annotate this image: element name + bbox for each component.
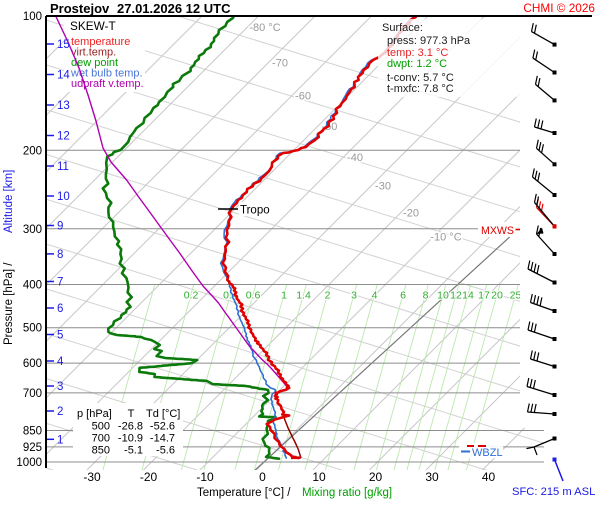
svg-text:Prostejov: Prostejov — [50, 1, 110, 16]
svg-text:13: 13 — [57, 100, 70, 112]
svg-text:-52.6: -52.6 — [150, 421, 175, 433]
svg-text:wet bulb temp.: wet bulb temp. — [70, 68, 143, 80]
svg-text:200: 200 — [23, 145, 42, 157]
svg-text:6: 6 — [57, 303, 63, 315]
svg-text:dew point: dew point — [71, 57, 118, 69]
svg-text:10: 10 — [312, 470, 326, 484]
svg-text:-5.6: -5.6 — [156, 445, 175, 457]
svg-text:20: 20 — [369, 470, 383, 484]
svg-text:400: 400 — [23, 280, 42, 292]
svg-text:9: 9 — [57, 221, 63, 233]
svg-text:1.4: 1.4 — [296, 290, 311, 302]
svg-text:0.2: 0.2 — [184, 290, 199, 302]
svg-text:11: 11 — [57, 161, 69, 173]
svg-text:14: 14 — [462, 290, 474, 302]
svg-text:3: 3 — [57, 381, 63, 393]
svg-text:17: 17 — [478, 290, 490, 302]
svg-text:Surface:: Surface: — [382, 22, 423, 34]
svg-text:CHMI © 2026: CHMI © 2026 — [523, 1, 595, 15]
svg-text:temp: 3.1 °C: temp: 3.1 °C — [387, 47, 448, 59]
svg-text:SKEW-T: SKEW-T — [70, 19, 116, 33]
svg-text:dwpt: 1.2 °C: dwpt: 1.2 °C — [387, 58, 447, 70]
svg-text:100: 100 — [23, 11, 42, 23]
svg-text:850: 850 — [92, 445, 110, 457]
svg-text:-30: -30 — [83, 470, 101, 484]
svg-text:4: 4 — [57, 356, 64, 368]
svg-text:T: T — [128, 408, 135, 420]
svg-text:27.01.2026 12 UTC: 27.01.2026 12 UTC — [117, 1, 231, 16]
svg-text:Pressure [hPa] /: Pressure [hPa] / — [3, 262, 15, 345]
svg-text:t-mxfc: 7.8 °C: t-mxfc: 7.8 °C — [387, 83, 454, 95]
svg-text:15: 15 — [57, 39, 70, 51]
svg-text:7: 7 — [57, 277, 63, 289]
svg-text:10: 10 — [437, 290, 449, 302]
svg-text:925: 925 — [23, 442, 42, 454]
svg-text:8: 8 — [423, 290, 429, 302]
svg-text:-10 °C: -10 °C — [430, 232, 461, 244]
svg-text:25: 25 — [510, 290, 522, 302]
svg-text:40: 40 — [482, 470, 496, 484]
svg-text:udpraft v.temp.: udpraft v.temp. — [71, 78, 144, 90]
svg-text:-20: -20 — [403, 208, 419, 220]
svg-text:700: 700 — [23, 388, 42, 400]
svg-text:-30: -30 — [375, 181, 391, 193]
svg-text:300: 300 — [23, 224, 42, 236]
svg-text:14: 14 — [57, 70, 70, 82]
svg-text:4: 4 — [372, 290, 378, 302]
svg-text:30: 30 — [425, 470, 439, 484]
svg-text:20: 20 — [491, 290, 503, 302]
svg-text:temperature: temperature — [71, 36, 130, 48]
svg-text:1: 1 — [281, 290, 287, 302]
svg-text:0: 0 — [259, 470, 266, 484]
svg-text:-14.7: -14.7 — [150, 433, 175, 445]
svg-text:-10: -10 — [196, 470, 214, 484]
svg-text:6: 6 — [400, 290, 406, 302]
svg-text:p [hPa]: p [hPa] — [77, 408, 112, 420]
svg-text:700: 700 — [92, 433, 110, 445]
svg-text:1000: 1000 — [16, 457, 42, 469]
svg-text:WBZL: WBZL — [472, 447, 503, 459]
svg-text:Td [°C]: Td [°C] — [146, 408, 180, 420]
svg-text:-10.9: -10.9 — [118, 433, 143, 445]
svg-text:virt.temp.: virt.temp. — [71, 47, 116, 59]
svg-text:MXWS: MXWS — [481, 225, 514, 237]
svg-text:-80 °C: -80 °C — [249, 22, 280, 34]
svg-text:Tropo: Tropo — [240, 205, 270, 217]
svg-text:press: 977.3 hPa: press: 977.3 hPa — [387, 35, 471, 47]
svg-text:-20: -20 — [140, 470, 158, 484]
svg-text:Mixing ratio [g/kg]: Mixing ratio [g/kg] — [302, 487, 392, 499]
svg-text:t-conv: 5.7 °C: t-conv: 5.7 °C — [387, 72, 454, 84]
svg-text:500: 500 — [23, 323, 42, 335]
svg-text:2: 2 — [57, 406, 63, 418]
svg-text:-5.1: -5.1 — [124, 445, 143, 457]
svg-text:-60: -60 — [295, 90, 311, 102]
svg-text:8: 8 — [57, 249, 63, 261]
svg-text:500: 500 — [92, 421, 110, 433]
svg-text:0.6: 0.6 — [246, 290, 261, 302]
svg-text:850: 850 — [23, 426, 42, 438]
svg-text:600: 600 — [23, 358, 42, 370]
svg-text:3: 3 — [351, 290, 357, 302]
svg-text:1: 1 — [57, 434, 63, 446]
svg-text:Altitude [km]: Altitude [km] — [3, 170, 15, 233]
svg-text:-40: -40 — [347, 152, 363, 164]
svg-text:12: 12 — [57, 131, 70, 143]
svg-text:-70: -70 — [272, 58, 288, 70]
svg-text:5: 5 — [57, 330, 63, 342]
svg-text:-26.8: -26.8 — [118, 421, 143, 433]
svg-text:Temperature [°C] /: Temperature [°C] / — [197, 487, 291, 499]
svg-text:2: 2 — [325, 290, 331, 302]
svg-text:12: 12 — [450, 290, 462, 302]
svg-text:10: 10 — [57, 191, 70, 203]
svg-text:SFC: 215 m ASL: SFC: 215 m ASL — [512, 486, 595, 498]
